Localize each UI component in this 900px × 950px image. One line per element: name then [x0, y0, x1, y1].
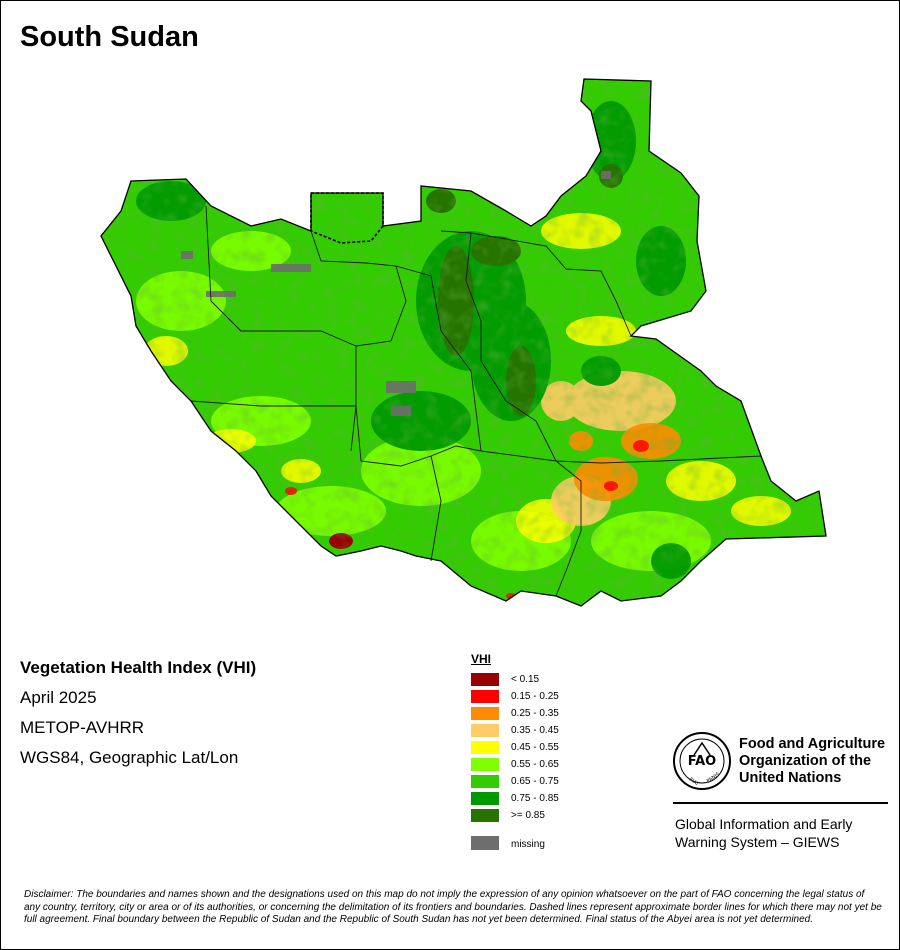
organization-name: Food and Agriculture Organization of the… — [739, 736, 885, 787]
system-name-line2: Warning System – GIEWS — [675, 834, 840, 850]
system-name-line1: Global Information and Early — [675, 816, 853, 832]
legend-label: < 0.15 — [511, 674, 540, 685]
organization-divider — [673, 802, 888, 804]
legend-swatch — [471, 673, 499, 686]
sensor-label: METOP-AVHRR — [20, 718, 145, 737]
fao-logo-text: FAO — [688, 754, 717, 769]
legend-label: 0.15 - 0.25 — [511, 691, 559, 702]
organization-name-line1: Food and Agriculture — [739, 736, 886, 752]
legend-swatch — [471, 724, 499, 737]
vhi-map — [100, 78, 827, 607]
organization-name-line3: United Nations — [739, 770, 842, 786]
legend-swatch — [471, 792, 499, 805]
projection-label: WGS84, Geographic Lat/Lon — [20, 748, 239, 767]
legend-swatch — [471, 741, 499, 754]
vhi-raster — [101, 79, 826, 606]
period-label: April 2025 — [20, 688, 97, 707]
legend-label: >= 0.85 — [511, 810, 545, 821]
vhi-legend: VHI < 0.15 0.15 - 0.25 0.25 - 0.35 0.35 - 0… — [471, 652, 621, 852]
map-title: South Sudan — [20, 21, 199, 53]
legend-label: 0.65 - 0.75 — [511, 776, 559, 787]
legend-label-missing: missing — [511, 839, 545, 850]
organization-name-line2: Organization of the — [739, 753, 872, 769]
state-boundaries — [190, 205, 762, 597]
legend-label: 0.55 - 0.65 — [511, 759, 559, 770]
country-outline — [100, 78, 827, 607]
disclaimer-text: Disclaimer: The boundaries and names sho… — [24, 889, 882, 925]
index-title: Vegetation Health Index (VHI) — [20, 658, 257, 677]
fao-logo-icon: FAO FIAT PANIS — [673, 732, 731, 790]
legend-swatch-missing — [471, 836, 499, 850]
legend-label: 0.45 - 0.55 — [511, 742, 559, 753]
legend-label: 0.75 - 0.85 — [511, 793, 559, 804]
legend-swatch — [471, 775, 499, 788]
fao-motto-left: FIAT — [688, 777, 701, 788]
legend-swatch — [471, 690, 499, 703]
legend-title: VHI — [471, 652, 492, 666]
system-name: Global Information and Early Warning Sys… — [675, 815, 852, 851]
legend-swatch — [471, 809, 499, 822]
legend-swatch — [471, 758, 499, 771]
legend-label: 0.25 - 0.35 — [511, 708, 559, 719]
vhi-class-missing — [181, 171, 611, 416]
legend-label: 0.35 - 0.45 — [511, 725, 559, 736]
legend-swatch — [471, 707, 499, 720]
